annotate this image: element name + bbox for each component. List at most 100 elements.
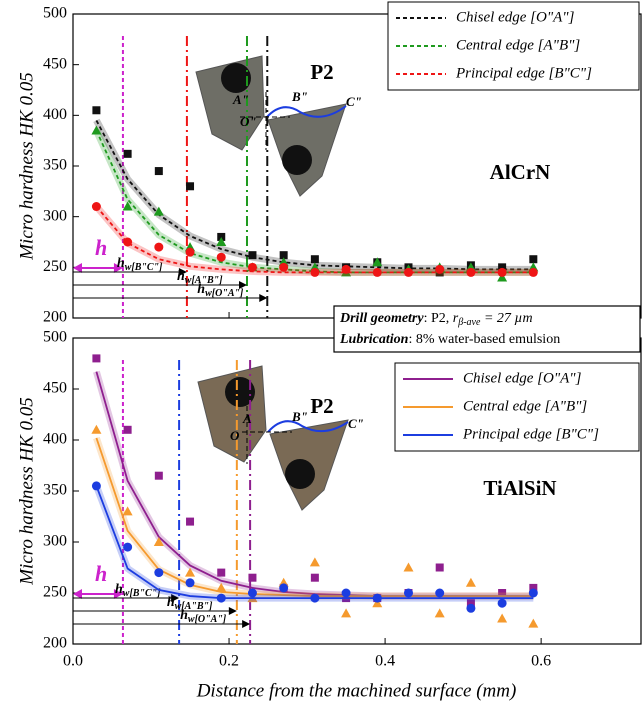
point xyxy=(122,506,133,516)
hw-main: h xyxy=(177,269,185,284)
point xyxy=(186,182,195,191)
y-tick-label: 450 xyxy=(43,55,67,72)
point xyxy=(465,577,476,587)
y-axis-label: Micro hardness HK 0.05 xyxy=(16,397,37,586)
note-box xyxy=(333,305,641,353)
point xyxy=(466,599,475,608)
point xyxy=(435,563,444,572)
material-label: AlCrN xyxy=(490,160,551,184)
point xyxy=(435,588,445,598)
note-symbol: r xyxy=(453,311,459,326)
point xyxy=(216,252,226,262)
point xyxy=(529,583,538,592)
point xyxy=(92,354,101,363)
note-text: = 27 µm xyxy=(480,311,532,326)
point xyxy=(528,588,538,598)
hw-label: hw[A"B"] xyxy=(177,269,223,286)
drill-image xyxy=(197,365,349,511)
point xyxy=(91,481,101,491)
hw-sub: w[A"B"] xyxy=(175,601,213,612)
fit-line xyxy=(95,130,534,274)
drill-point: B" xyxy=(291,89,308,104)
point xyxy=(154,568,164,578)
arrow-head xyxy=(228,607,237,615)
point xyxy=(310,255,319,264)
point xyxy=(279,251,288,260)
drill-hole xyxy=(225,377,255,407)
hw-main: h xyxy=(115,582,123,597)
arrow-head xyxy=(178,268,187,276)
x-tick-label: 0.4 xyxy=(375,653,395,670)
legend-label: Chisel edge [O"A"] xyxy=(456,9,575,25)
point xyxy=(217,232,226,241)
drill-point: A xyxy=(242,411,252,426)
point xyxy=(123,425,132,434)
point xyxy=(497,613,508,623)
y-tick-label: 300 xyxy=(43,207,67,224)
hw-label: hw[B"C"] xyxy=(115,582,161,599)
arrow-head xyxy=(171,594,180,602)
point xyxy=(310,573,319,582)
y-tick-label: 500 xyxy=(43,5,67,22)
point xyxy=(216,593,226,603)
legend-box xyxy=(387,1,640,91)
note-text: : P2, xyxy=(424,311,453,326)
point xyxy=(498,263,507,272)
y-tick-label: 500 xyxy=(43,329,67,346)
y-tick-label: 400 xyxy=(43,106,67,123)
point xyxy=(91,125,102,135)
y-tick-label: 250 xyxy=(43,584,67,601)
hw-label: hw[O"A"] xyxy=(180,608,227,625)
legend-label: Central edge [A"B"] xyxy=(456,37,580,53)
hw-sub: w[B"C"] xyxy=(123,588,161,599)
point xyxy=(216,582,227,592)
point xyxy=(154,471,163,480)
hw-main: h xyxy=(117,256,125,271)
drill-point: A" xyxy=(232,92,249,107)
point xyxy=(123,149,132,158)
point xyxy=(341,608,352,618)
point xyxy=(123,542,133,552)
drill-point: C" xyxy=(346,94,362,109)
drill-hole xyxy=(221,63,251,93)
point xyxy=(123,237,133,247)
point xyxy=(91,202,101,212)
point xyxy=(372,593,382,603)
edge-curve xyxy=(267,420,349,433)
point xyxy=(153,206,164,216)
drill-point: C" xyxy=(348,416,364,431)
note-label: Drill geometry xyxy=(339,311,424,326)
point xyxy=(122,201,133,211)
y-axis-label: Micro hardness HK 0.05 xyxy=(16,72,37,261)
note-label: Lubrication xyxy=(339,332,409,347)
point xyxy=(403,562,414,572)
point xyxy=(341,588,351,598)
point xyxy=(185,247,195,257)
legend-label: Chisel edge [O"A"] xyxy=(463,370,582,386)
drill-point: B" xyxy=(291,409,308,424)
point xyxy=(466,267,476,277)
arrow-head xyxy=(242,620,251,628)
point xyxy=(185,567,196,577)
hw-sub: w[O"A"] xyxy=(188,614,227,625)
note-sub: β-ave xyxy=(457,317,481,328)
point xyxy=(310,593,320,603)
point xyxy=(497,267,507,277)
point xyxy=(310,267,320,277)
hw-sub: w[A"B"] xyxy=(185,275,223,286)
hw-label: hw[B"C"] xyxy=(117,256,163,273)
y-tick-label: 250 xyxy=(43,258,67,275)
hw-main: h xyxy=(167,595,175,610)
point xyxy=(498,589,507,597)
point xyxy=(434,608,445,618)
h-label: h xyxy=(95,561,107,586)
x-tick-label: 0.0 xyxy=(63,653,83,670)
arrow-head xyxy=(238,281,247,289)
drill-hole xyxy=(282,145,312,175)
hw-sub: w[O"A"] xyxy=(205,288,244,299)
point xyxy=(309,557,320,567)
drill-hole xyxy=(285,459,315,489)
point xyxy=(403,267,413,277)
